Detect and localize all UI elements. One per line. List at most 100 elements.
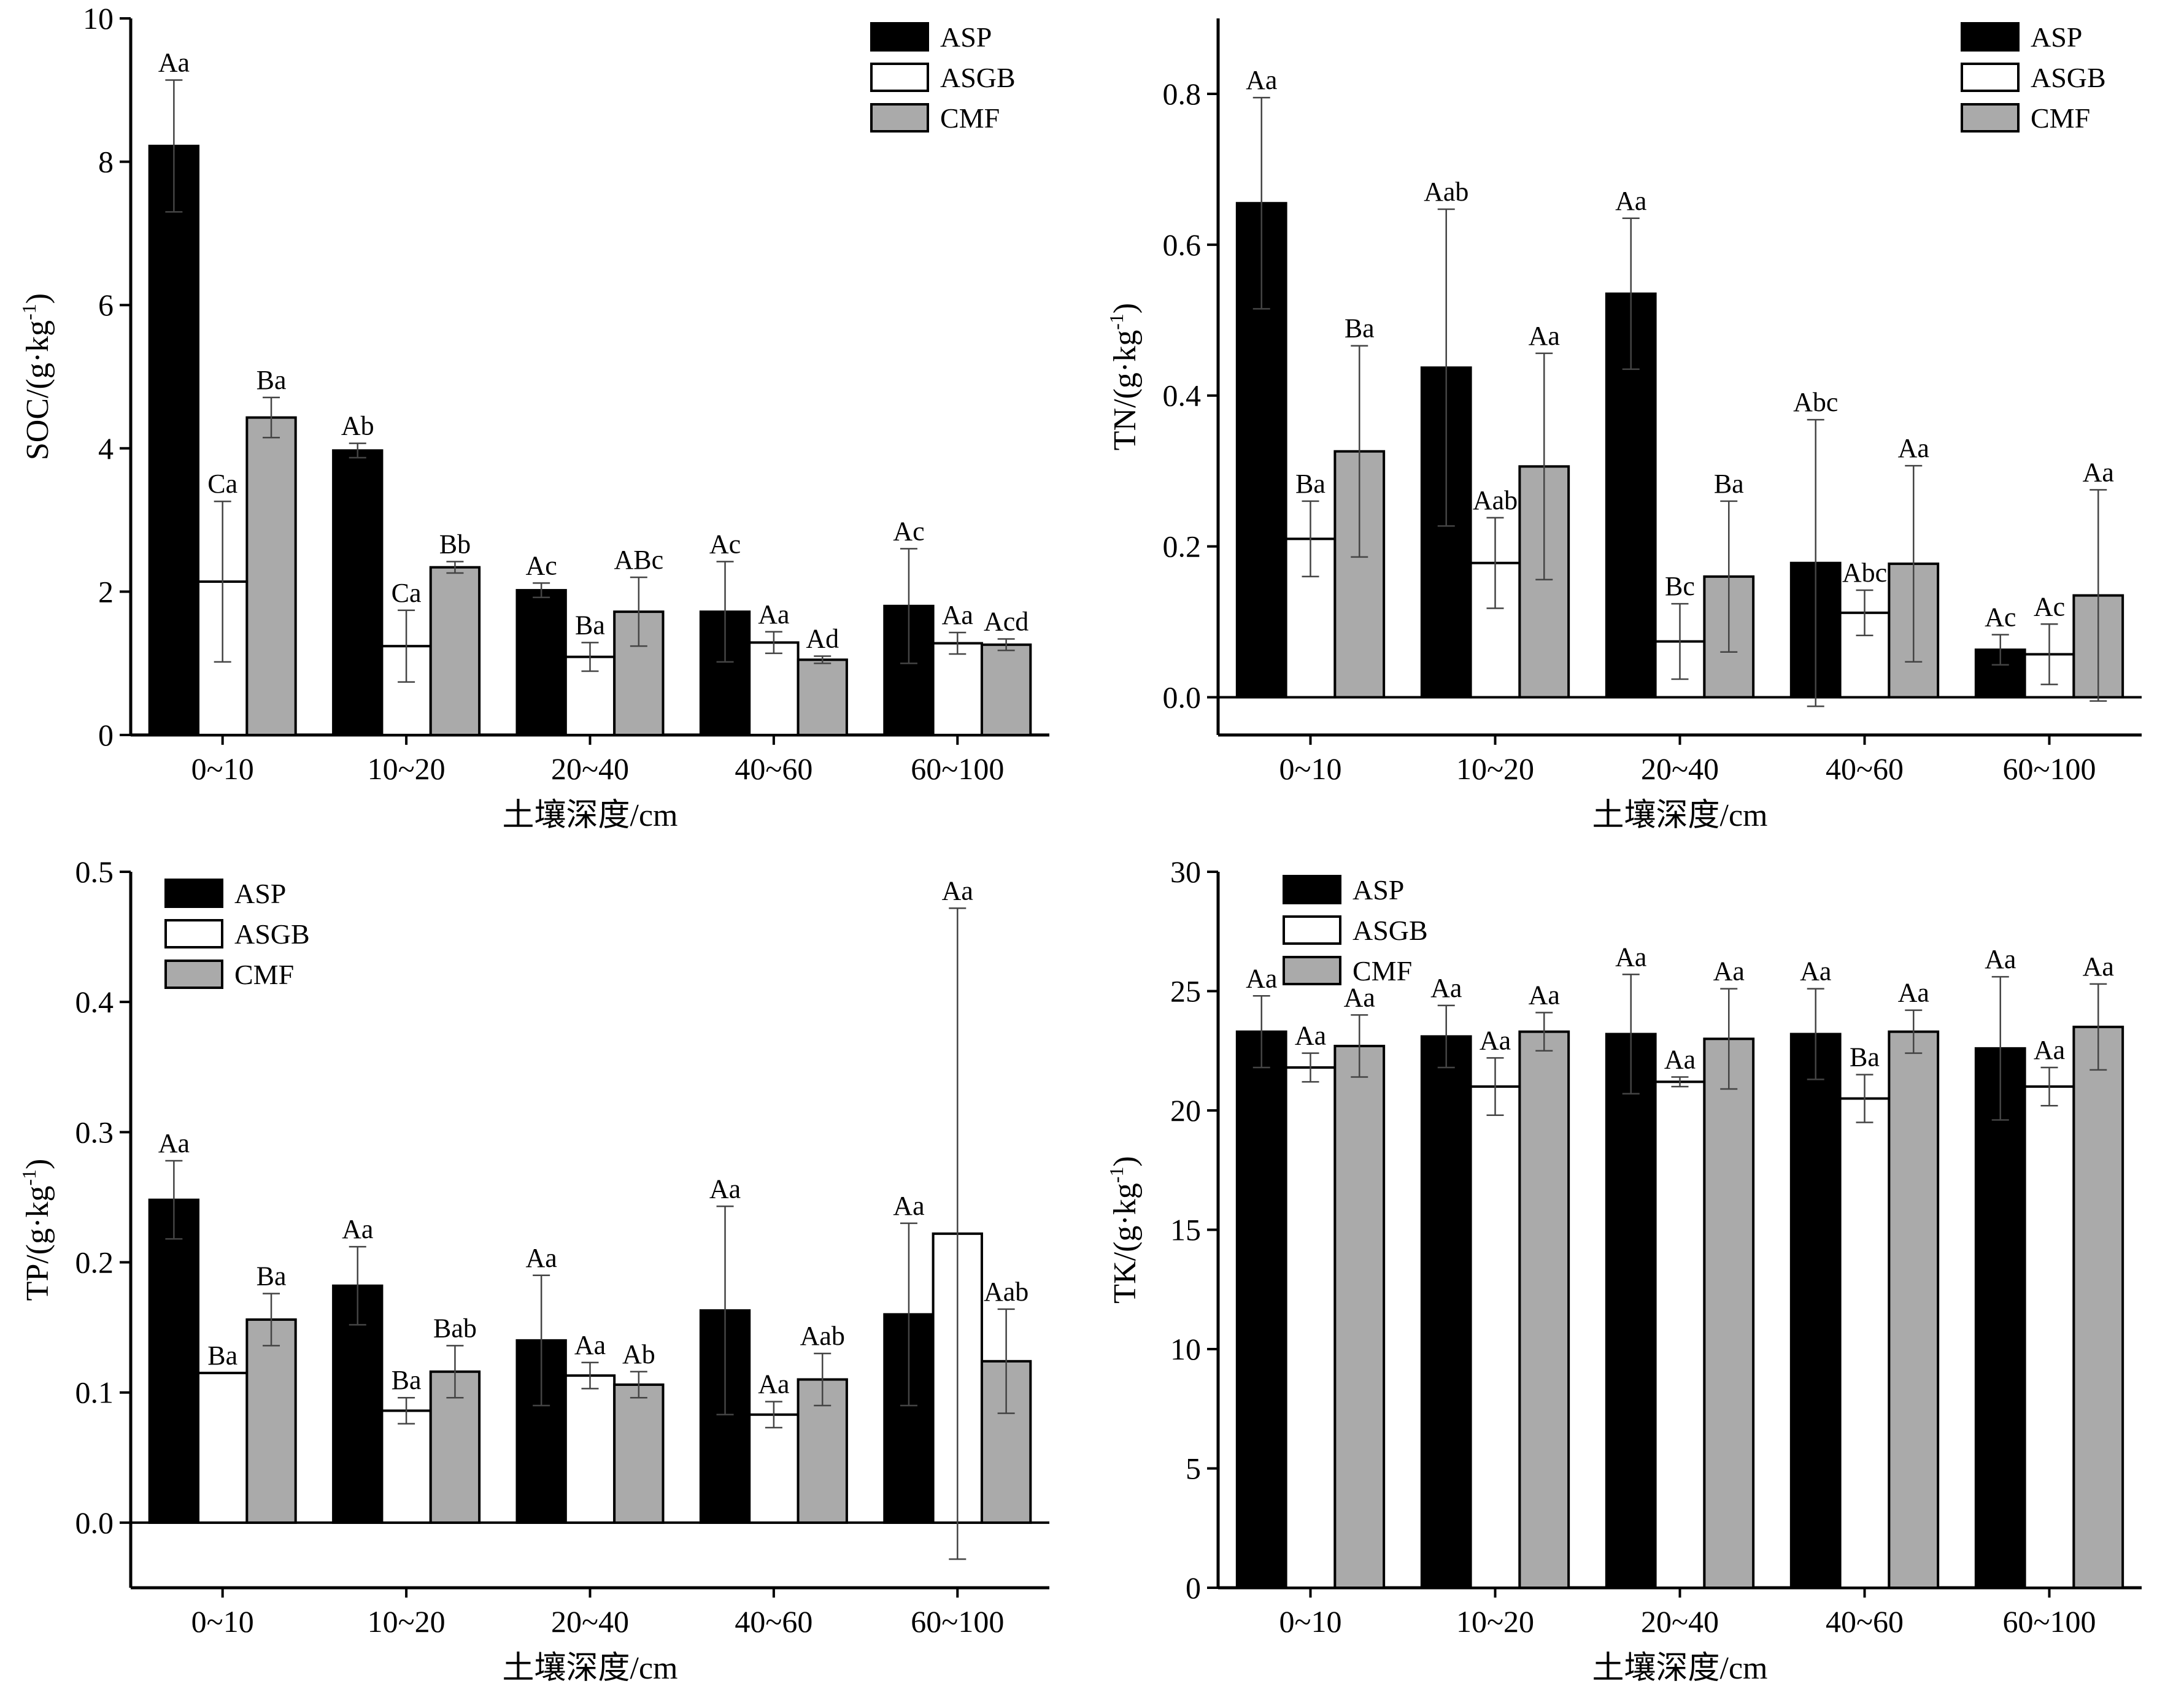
legend-swatch-asgb <box>164 919 223 948</box>
legend-swatch-asp <box>1283 875 1341 904</box>
bar-asgb <box>1469 1085 1521 1589</box>
bar-asp <box>515 589 567 737</box>
legend: ASP ASGB CMF <box>870 21 1016 134</box>
bar-asp <box>1605 1033 1657 1589</box>
y-axis-title-sup: -1 <box>1105 314 1127 330</box>
y-tick-label: 0.2 <box>1163 529 1202 564</box>
significance-label: Aa <box>709 1174 741 1204</box>
significance-label: Aab <box>1424 177 1468 207</box>
bar-cmf <box>797 658 848 736</box>
x-axis-title: 土壤深度/cm <box>1592 1651 1768 1686</box>
bar-cmf <box>245 1318 297 1524</box>
significance-label: Ac <box>1985 602 2016 632</box>
significance-label: Aa <box>1246 65 1277 95</box>
significance-label: Ca <box>207 469 237 499</box>
significance-label: Aa <box>758 1369 789 1399</box>
y-axis-title: TK/(g·kg-1) <box>1105 1156 1143 1303</box>
x-category-label: 40~60 <box>735 752 812 786</box>
significance-label: Aa <box>1898 433 1929 463</box>
y-tick-label: 0.1 <box>75 1375 114 1410</box>
significance-label: Ba <box>1850 1042 1880 1072</box>
y-tick-label: 25 <box>1170 974 1201 1009</box>
significance-label: Bab <box>433 1313 477 1343</box>
significance-label: Bb <box>439 529 471 559</box>
significance-label: Aa <box>526 1243 557 1273</box>
significance-label: Aa <box>1430 973 1462 1003</box>
significance-label: Ba <box>207 1341 237 1371</box>
legend-swatch-cmf <box>1961 103 2020 133</box>
legend-swatch-asgb <box>1283 915 1341 945</box>
significance-label: Abc <box>1842 558 1887 588</box>
bar-asp <box>148 1198 200 1524</box>
legend-label: CMF <box>1352 955 1412 987</box>
significance-label: Aa <box>1615 186 1646 216</box>
x-category-label: 0~10 <box>1279 1604 1341 1639</box>
y-tick-label: 0.5 <box>75 855 114 889</box>
legend: ASP ASGB CMF <box>164 878 310 990</box>
significance-label: Aa <box>1480 1025 1511 1055</box>
legend-label: CMF <box>940 102 1000 134</box>
legend-swatch-asp <box>870 22 929 52</box>
significance-label: Aa <box>1529 980 1560 1010</box>
bar-asgb <box>197 1371 249 1524</box>
significance-label: Aa <box>1615 942 1646 972</box>
x-category-label: 0~10 <box>191 752 254 786</box>
y-axis-title-sup: -1 <box>18 1169 40 1186</box>
y-tick-label: 8 <box>98 145 114 179</box>
y-tick-label: 0.0 <box>1163 680 1202 715</box>
significance-label: Aa <box>2034 1035 2065 1065</box>
y-tick-label: 0.3 <box>75 1115 114 1149</box>
y-tick-label: 15 <box>1170 1213 1201 1247</box>
bar-cmf <box>1333 1044 1386 1589</box>
significance-label: Ba <box>257 1261 287 1291</box>
x-category-label: 40~60 <box>735 1604 812 1639</box>
legend-label: ASGB <box>234 918 310 950</box>
y-tick-label: 6 <box>98 288 114 322</box>
chart-panel-3: 0.0 0.1 0.2 0.3 0.4 0.5 TP/(g·kg-1) 0~10 Aa Ba Ba 1… <box>18 855 1049 1686</box>
significance-label: Ba <box>257 365 287 395</box>
bar-asgb <box>932 642 983 736</box>
legend-swatch-cmf <box>164 960 223 989</box>
x-axis-title: 土壤深度/cm <box>503 1651 678 1686</box>
bar-asp <box>1420 1035 1472 1590</box>
y-tick-label: 5 <box>1186 1452 1201 1486</box>
significance-label: ABc <box>614 545 664 575</box>
bar-cmf <box>1703 1037 1755 1590</box>
legend-label: ASP <box>234 878 286 909</box>
significance-label: Abc <box>1793 387 1838 417</box>
bar-asp <box>1235 1030 1287 1589</box>
x-category-label: 10~20 <box>1456 1604 1534 1639</box>
y-tick-label: 30 <box>1170 855 1201 889</box>
x-category-label: 60~100 <box>2002 1604 2096 1639</box>
y-tick-label: 10 <box>1170 1332 1201 1366</box>
x-category-label: 20~40 <box>1641 1604 1719 1639</box>
x-category-label: 10~20 <box>1456 752 1534 786</box>
y-axis-title-tail: ) <box>1108 1156 1143 1166</box>
x-category-label: 0~10 <box>1279 752 1341 786</box>
y-tick-label: 0.8 <box>1163 77 1202 111</box>
legend-swatch-asgb <box>870 63 929 92</box>
y-tick-label: 0.6 <box>1163 228 1202 262</box>
significance-label: Ad <box>806 624 839 654</box>
y-axis-title-sup: -1 <box>18 304 40 320</box>
significance-label: Aa <box>158 1128 190 1158</box>
significance-label: Ba <box>575 610 605 640</box>
y-tick-label: 0 <box>1186 1571 1201 1605</box>
significance-label: Aab <box>1473 485 1518 515</box>
significance-label: Aa <box>1246 963 1277 993</box>
legend-label: ASP <box>940 21 992 53</box>
significance-label: Aa <box>893 1191 924 1221</box>
x-category-label: 60~100 <box>911 752 1004 786</box>
significance-label: Aa <box>1664 1045 1696 1075</box>
significance-label: Aa <box>1985 944 2016 974</box>
y-tick-label: 4 <box>98 431 114 466</box>
y-tick-label: 0.4 <box>1163 379 1202 413</box>
significance-label: Aa <box>1344 982 1375 1012</box>
chart-panel-4: 0 5 10 15 20 25 30 TK/(g·kg-1) 0~10 Aa Aa Aa 10~20 Aa… <box>1105 855 2142 1686</box>
significance-label: Aa <box>758 599 789 629</box>
significance-label: Aa <box>574 1330 606 1360</box>
significance-label: Aa <box>942 875 973 906</box>
significance-label: Aa <box>1529 321 1560 351</box>
significance-label: Ca <box>392 578 422 608</box>
